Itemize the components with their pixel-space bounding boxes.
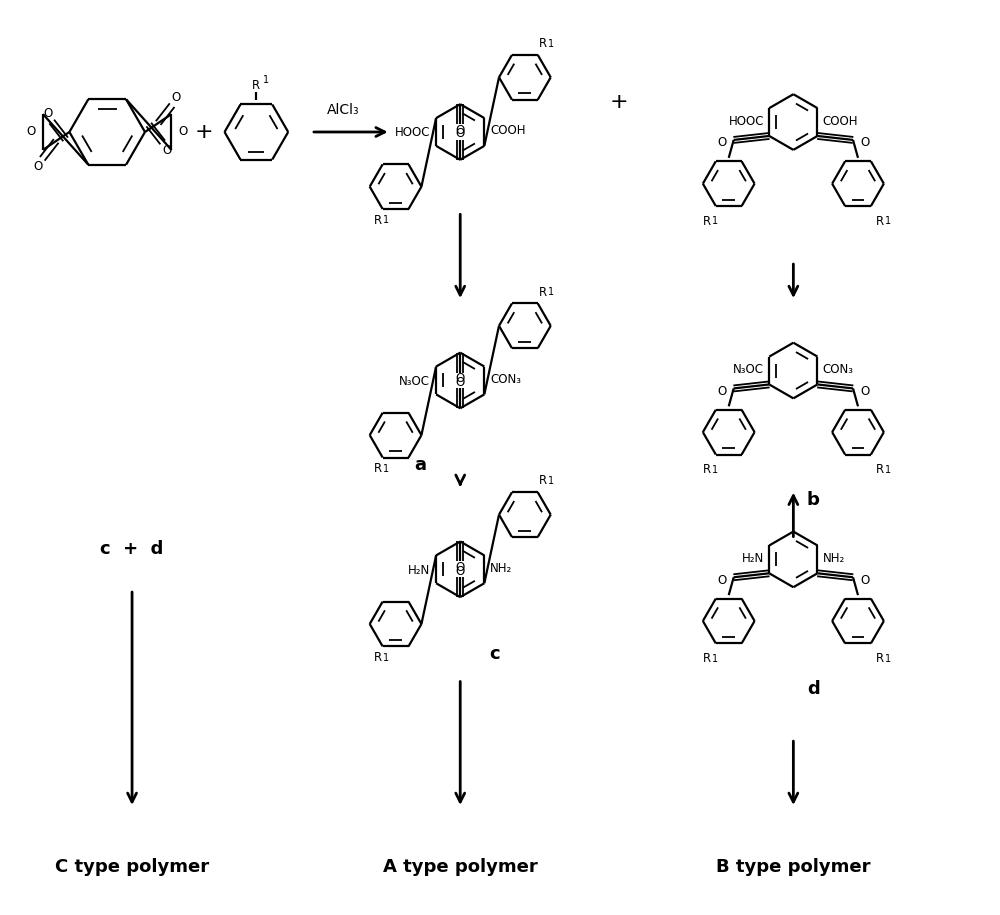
Text: CON₃: CON₃ (822, 363, 853, 376)
Text: O: O (179, 125, 188, 138)
Text: O: O (456, 124, 465, 136)
Text: R: R (539, 37, 547, 50)
Text: NH₂: NH₂ (822, 552, 845, 565)
Text: N₃OC: N₃OC (399, 375, 430, 388)
Text: +: + (194, 122, 213, 142)
Text: R: R (252, 79, 260, 92)
Text: C type polymer: C type polymer (55, 858, 209, 877)
Text: H₂N: H₂N (742, 552, 764, 565)
Text: B type polymer: B type polymer (716, 858, 871, 877)
Text: R: R (703, 463, 711, 477)
Text: 1: 1 (383, 652, 389, 662)
Text: 1: 1 (885, 654, 891, 663)
Text: 1: 1 (712, 217, 718, 226)
Text: 1: 1 (548, 476, 554, 486)
Text: O: O (171, 91, 181, 103)
Text: R: R (374, 214, 382, 227)
Text: O: O (717, 136, 726, 149)
Text: R: R (876, 652, 884, 665)
Text: 1: 1 (548, 38, 554, 48)
Text: COOH: COOH (822, 114, 858, 127)
Text: O: O (860, 385, 870, 398)
Text: R: R (876, 215, 884, 228)
Text: 1: 1 (712, 654, 718, 663)
Text: 1: 1 (712, 465, 718, 475)
Text: 1: 1 (383, 215, 389, 225)
Text: 1: 1 (548, 287, 554, 297)
Text: H₂N: H₂N (408, 564, 430, 576)
Text: NH₂: NH₂ (490, 562, 513, 575)
Text: R: R (539, 474, 547, 488)
Text: 1: 1 (263, 75, 269, 85)
Text: a: a (414, 456, 426, 474)
Text: O: O (456, 376, 465, 389)
Text: CON₃: CON₃ (490, 373, 521, 386)
Text: R: R (374, 462, 382, 476)
Text: R: R (876, 463, 884, 477)
Text: O: O (456, 565, 465, 577)
Text: R: R (539, 285, 547, 298)
Text: O: O (717, 574, 726, 587)
Text: O: O (860, 574, 870, 587)
Text: O: O (456, 372, 465, 385)
Text: c: c (490, 645, 500, 662)
Text: O: O (456, 561, 465, 574)
Text: O: O (43, 107, 52, 120)
Text: d: d (807, 680, 820, 697)
Text: O: O (162, 144, 171, 156)
Text: O: O (717, 385, 726, 398)
Text: R: R (374, 651, 382, 664)
Text: HOOC: HOOC (729, 114, 764, 127)
Text: AlCl₃: AlCl₃ (327, 103, 359, 117)
Text: COOH: COOH (490, 124, 526, 137)
Text: 1: 1 (383, 464, 389, 474)
Text: O: O (860, 136, 870, 149)
Text: N₃OC: N₃OC (733, 363, 764, 376)
Text: c  +  d: c + d (100, 541, 164, 558)
Text: O: O (34, 160, 43, 173)
Text: 1: 1 (885, 217, 891, 226)
Text: R: R (703, 652, 711, 665)
Text: R: R (703, 215, 711, 228)
Text: O: O (26, 125, 36, 138)
Text: O: O (456, 127, 465, 141)
Text: +: + (610, 92, 629, 113)
Text: 1: 1 (885, 465, 891, 475)
Text: HOOC: HOOC (395, 126, 430, 139)
Text: b: b (807, 490, 820, 509)
Text: A type polymer: A type polymer (383, 858, 538, 877)
